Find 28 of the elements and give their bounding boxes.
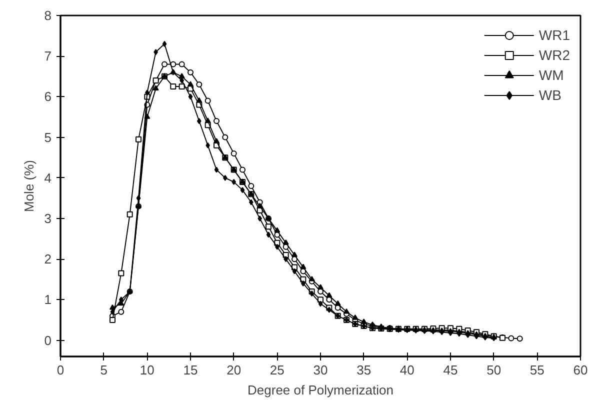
x-tick-label: 55 xyxy=(530,362,544,378)
y-axis-title: Mole (%) xyxy=(21,160,36,212)
legend-label: WR2 xyxy=(538,47,570,63)
y-tick-label: 2 xyxy=(44,252,52,267)
legend-label: WB xyxy=(538,87,562,103)
x-tick-label: 20 xyxy=(226,362,242,378)
x-tick-label: 25 xyxy=(270,362,284,378)
y-tick-label: 8 xyxy=(44,8,52,23)
x-tick-label: 50 xyxy=(486,362,502,378)
x-tick-label: 40 xyxy=(400,362,414,378)
x-axis-title: Degree of Polymerization xyxy=(248,382,394,398)
x-tick-label: 35 xyxy=(356,362,372,378)
y-tick-label: 1 xyxy=(44,292,52,308)
y-tick-label: 6 xyxy=(44,89,52,104)
y-tick-label: 5 xyxy=(44,130,52,145)
y-tick-label: 3 xyxy=(44,210,52,226)
legend-label: WM xyxy=(538,67,564,83)
x-tick-label: 15 xyxy=(183,362,198,378)
x-tick-label: 60 xyxy=(573,362,588,378)
x-tick-label: 30 xyxy=(313,362,328,378)
legend-label: WR1 xyxy=(538,27,570,43)
y-tick-label: 0 xyxy=(44,332,52,348)
y-tick-label: 7 xyxy=(44,48,52,64)
x-tick-label: 0 xyxy=(56,362,64,378)
x-tick-label: 45 xyxy=(443,362,458,378)
x-tick-label: 5 xyxy=(100,362,108,378)
x-tick-label: 10 xyxy=(140,362,154,378)
y-tick-label: 4 xyxy=(44,170,52,186)
